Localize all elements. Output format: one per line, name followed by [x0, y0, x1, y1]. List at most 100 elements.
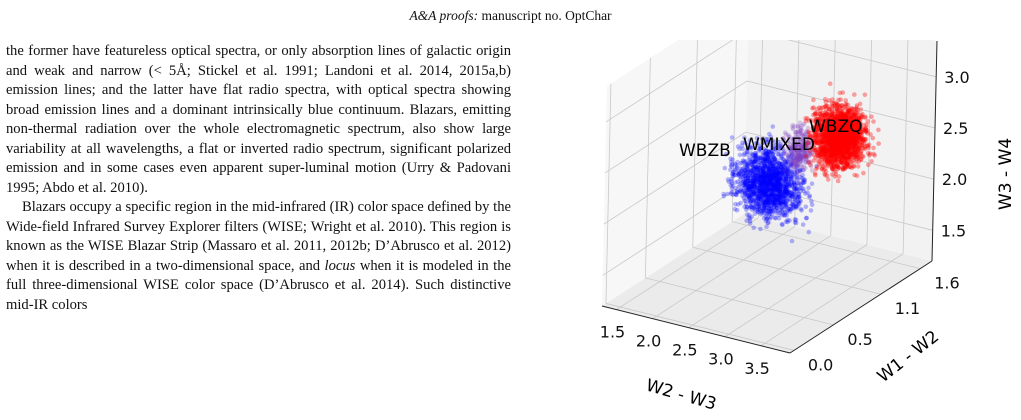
data-point: [772, 181, 777, 187]
data-point: [773, 197, 778, 203]
data-point: [768, 177, 774, 182]
data-point: [778, 161, 784, 167]
data-point: [745, 162, 751, 167]
data-point: [759, 183, 765, 188]
data-point: [785, 159, 790, 164]
data-point: [776, 191, 782, 196]
data-point: [772, 182, 777, 188]
data-point: [759, 160, 765, 166]
data-point: [773, 166, 779, 172]
data-point: [749, 162, 755, 167]
data-point: [772, 176, 777, 182]
data-point: [776, 193, 781, 199]
data-point: [745, 161, 750, 167]
grid-line: [605, 40, 734, 123]
data-point: [774, 174, 780, 179]
data-point: [772, 194, 777, 199]
data-point: [786, 190, 792, 195]
data-point: [770, 192, 776, 197]
data-point: [772, 176, 777, 181]
data-point: [790, 173, 796, 178]
grid-line: [692, 246, 881, 295]
data-point: [749, 187, 755, 192]
grid-line: [645, 277, 834, 326]
data-point: [754, 140, 759, 146]
data-point: [757, 166, 763, 171]
data-point: [768, 169, 774, 174]
data-point: [784, 166, 790, 171]
data-point: [721, 191, 726, 197]
data-point: [835, 178, 841, 184]
data-point: [762, 159, 768, 164]
data-point: [730, 157, 735, 162]
data-point: [758, 170, 764, 175]
data-point: [768, 182, 774, 187]
data-point: [740, 170, 746, 176]
data-point: [823, 169, 829, 174]
data-point: [747, 221, 753, 226]
data-point: [801, 167, 807, 173]
data-point: [796, 168, 801, 174]
data-point: [840, 90, 846, 95]
data-point: [751, 183, 756, 189]
data-point: [792, 171, 798, 176]
data-point: [730, 171, 736, 177]
data-point: [780, 192, 785, 197]
data-point: [736, 171, 742, 177]
data-point: [725, 191, 730, 197]
data-point: [796, 191, 801, 197]
data-point: [770, 178, 776, 184]
data-point: [744, 170, 749, 176]
data-point: [794, 176, 800, 181]
data-point: [773, 191, 779, 197]
data-point: [752, 203, 757, 209]
data-point: [757, 183, 763, 189]
data-point: [769, 157, 774, 163]
data-point: [773, 177, 778, 182]
data-point: [793, 198, 798, 203]
data-point: [777, 177, 783, 182]
grid-line: [760, 253, 904, 347]
data-point: [761, 167, 766, 172]
data-point: [789, 190, 794, 195]
data-point: [761, 161, 767, 167]
data-point: [742, 198, 747, 203]
data-point: [773, 197, 778, 203]
data-point: [750, 202, 755, 208]
data-point: [745, 186, 751, 192]
data-point: [786, 165, 791, 170]
data-point: [763, 171, 769, 176]
data-point: [737, 146, 742, 152]
data-point: [768, 187, 773, 192]
data-point: [767, 131, 772, 137]
data-point: [766, 149, 771, 155]
data-point: [781, 190, 786, 195]
data-point: [799, 186, 804, 191]
data-point: [790, 206, 795, 211]
data-point: [763, 173, 769, 178]
data-point: [747, 218, 753, 224]
data-point: [729, 189, 735, 195]
data-point: [729, 161, 735, 167]
data-point: [768, 157, 774, 163]
data-point: [741, 188, 746, 194]
data-point: [768, 202, 773, 208]
data-point: [760, 180, 765, 185]
data-point: [795, 162, 800, 168]
data-point: [759, 174, 764, 179]
data-point: [754, 177, 759, 183]
data-point: [762, 178, 768, 184]
data-point: [754, 176, 759, 182]
data-point: [769, 181, 774, 187]
grid-line: [616, 217, 759, 310]
z-tick-label: 2.0: [942, 170, 967, 189]
data-point: [756, 180, 761, 185]
data-point: [765, 180, 771, 186]
data-point: [785, 197, 790, 203]
data-point: [762, 174, 768, 180]
data-point: [786, 207, 792, 212]
data-point: [752, 186, 758, 192]
data-point: [765, 199, 770, 205]
data-point: [753, 164, 758, 170]
data-point: [735, 189, 741, 195]
